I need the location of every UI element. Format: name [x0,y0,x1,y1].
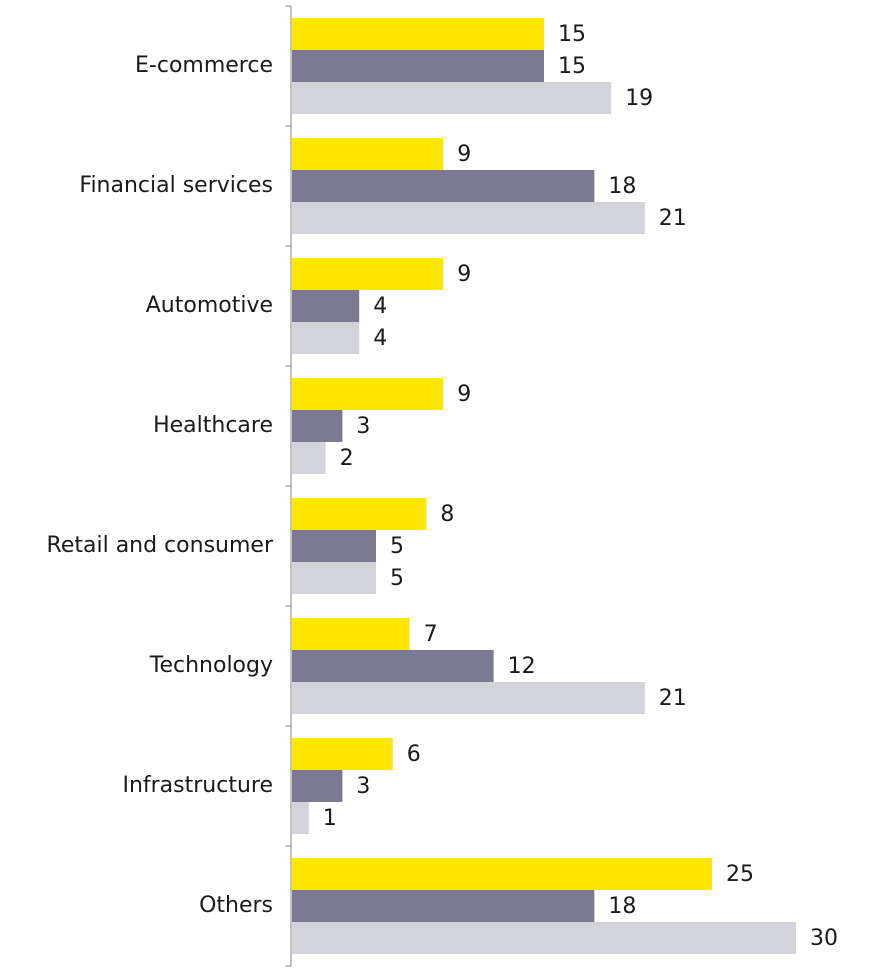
data-label: 6 [407,742,421,767]
category-label: Others [199,893,273,918]
data-label: 18 [608,894,636,919]
data-label: 5 [390,566,404,591]
bar [292,650,494,682]
bar [292,922,796,954]
data-label: 7 [424,622,438,647]
bar [292,682,645,714]
data-label: 30 [810,926,838,951]
data-label: 25 [726,862,754,887]
data-label: 18 [608,174,636,199]
category-label: Healthcare [153,413,273,438]
data-label: 4 [373,294,387,319]
data-label: 15 [558,22,586,47]
data-label: 1 [323,806,337,831]
bar [292,258,444,290]
category-label: Infrastructure [122,773,273,798]
data-label: 8 [440,502,454,527]
data-label: 3 [356,414,370,439]
category-axis [285,5,292,967]
bar [292,138,444,170]
bar [292,738,393,770]
category-label: Financial services [79,173,273,198]
category-label: Automotive [146,293,273,318]
bars [292,18,796,954]
bar [292,50,544,82]
bar [292,290,360,322]
bar [292,498,427,530]
bar [292,378,444,410]
data-label: 9 [457,382,471,407]
data-label: 12 [508,654,536,679]
bar [292,562,376,594]
bar [292,18,544,50]
data-label: 3 [356,774,370,799]
data-label: 2 [340,446,354,471]
data-label: 5 [390,534,404,559]
bar [292,618,410,650]
category-label: Technology [149,653,273,678]
bar [292,202,645,234]
bar [292,410,343,442]
bar [292,858,712,890]
bar [292,890,595,922]
bar [292,770,343,802]
bar [292,442,326,474]
data-label: 19 [625,86,653,111]
data-label: 9 [457,142,471,167]
bar [292,802,309,834]
data-label: 4 [373,326,387,351]
bar [292,322,360,354]
data-label: 21 [659,206,687,231]
bar [292,530,376,562]
category-label: E-commerce [135,53,273,78]
category-label: Retail and consumer [47,533,274,558]
data-label: 21 [659,686,687,711]
data-label: 9 [457,262,471,287]
bar [292,82,612,114]
bar [292,170,595,202]
data-label: 15 [558,54,586,79]
